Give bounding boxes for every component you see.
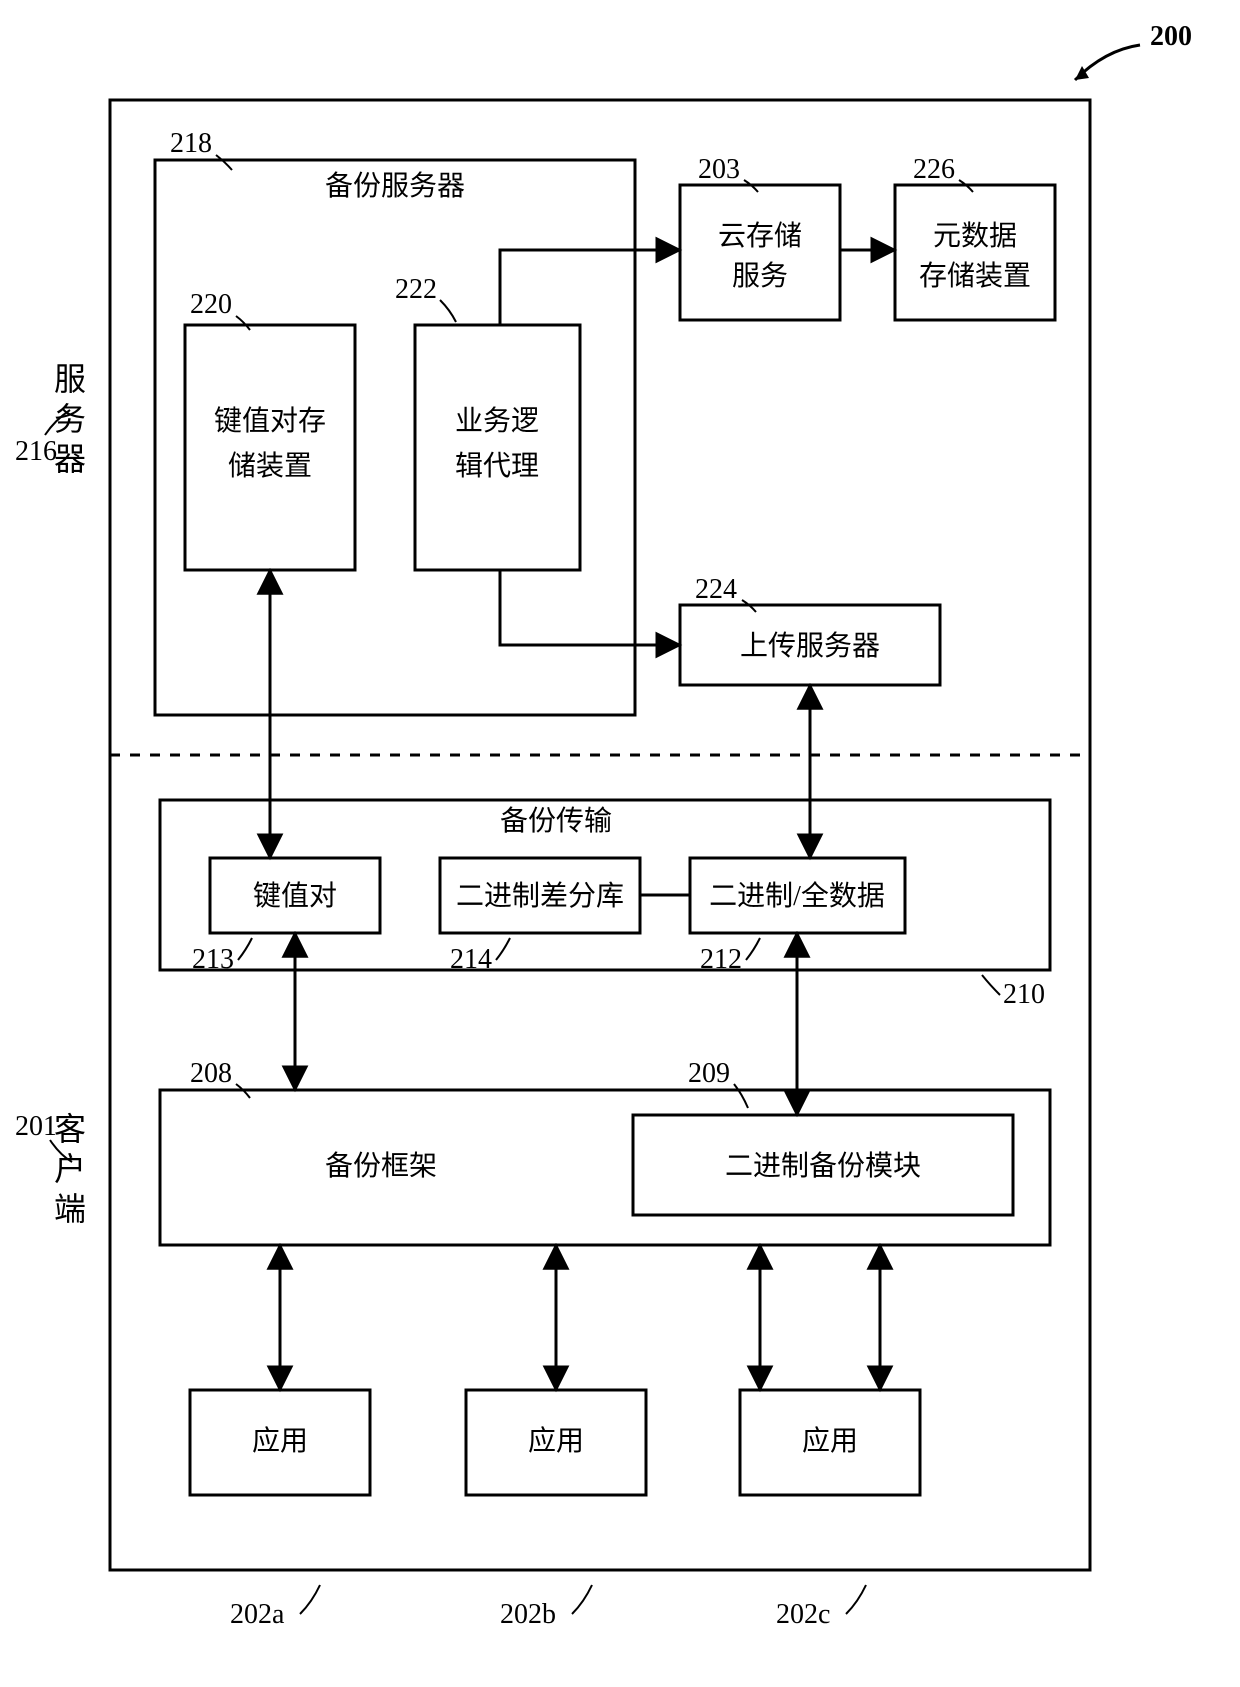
app-b-label: 应用 [528, 1425, 584, 1457]
kv-store-ref: 220 [190, 289, 232, 320]
svg-text:器: 器 [54, 441, 86, 477]
cloud-storage-line1: 云存储 [718, 220, 802, 252]
bin-diff-ref: 214 [450, 944, 492, 975]
svg-text:客: 客 [54, 1111, 86, 1147]
cloud-storage-line2: 服务 [732, 260, 788, 292]
app-a-ref: 202a [230, 1599, 285, 1630]
backup-transport-ref: 210 [1003, 979, 1045, 1010]
figure-ref: 200 [1150, 21, 1192, 52]
metadata-store-box [895, 185, 1055, 320]
backup-server-box [155, 160, 635, 715]
app-b-ref: 202b [500, 1599, 556, 1630]
metadata-store-line1: 元数据 [933, 220, 1017, 252]
kv-pair-ref: 213 [192, 944, 234, 975]
bin-backup-module-ref: 209 [688, 1058, 730, 1089]
kv-store-box [185, 325, 355, 570]
backup-transport-label: 备份传输 [500, 805, 612, 837]
app-a-label: 应用 [252, 1425, 308, 1457]
bin-diff-label: 二进制差分库 [456, 880, 624, 912]
app-c-label: 应用 [802, 1425, 858, 1457]
bin-full-label: 二进制/全数据 [709, 880, 885, 912]
kv-store-line2: 储装置 [228, 450, 312, 482]
biz-agent-line2: 辑代理 [455, 450, 539, 482]
biz-agent-line1: 业务逻 [455, 405, 539, 437]
client-ref: 201 [15, 1111, 57, 1142]
upload-server-ref: 224 [695, 574, 737, 605]
arrow-biz-cloud [500, 250, 680, 325]
backup-server-ref: 218 [170, 128, 212, 159]
backup-framework-ref: 208 [190, 1058, 232, 1089]
bin-full-ref: 212 [700, 944, 742, 975]
app-c-ref: 202c [776, 1599, 830, 1630]
svg-text:端: 端 [54, 1191, 86, 1227]
biz-agent-ref: 222 [395, 274, 437, 305]
kv-pair-label: 键值对 [253, 880, 337, 912]
bin-backup-module-label: 二进制备份模块 [725, 1150, 921, 1182]
arrow-biz-upload [500, 570, 680, 645]
svg-text:服: 服 [54, 361, 86, 397]
biz-agent-box [415, 325, 580, 570]
backup-framework-label: 备份框架 [325, 1150, 437, 1182]
metadata-store-line2: 存储装置 [919, 260, 1031, 292]
cloud-storage-box [680, 185, 840, 320]
svg-text:户: 户 [54, 1151, 86, 1187]
backup-server-label: 备份服务器 [325, 170, 465, 202]
metadata-store-ref: 226 [913, 154, 955, 185]
client-side-label: 客 户 端 [54, 1111, 86, 1227]
server-ref: 216 [15, 436, 57, 467]
cloud-storage-ref: 203 [698, 154, 740, 185]
kv-store-line1: 键值对存 [214, 405, 326, 437]
upload-server-label: 上传服务器 [740, 630, 880, 662]
